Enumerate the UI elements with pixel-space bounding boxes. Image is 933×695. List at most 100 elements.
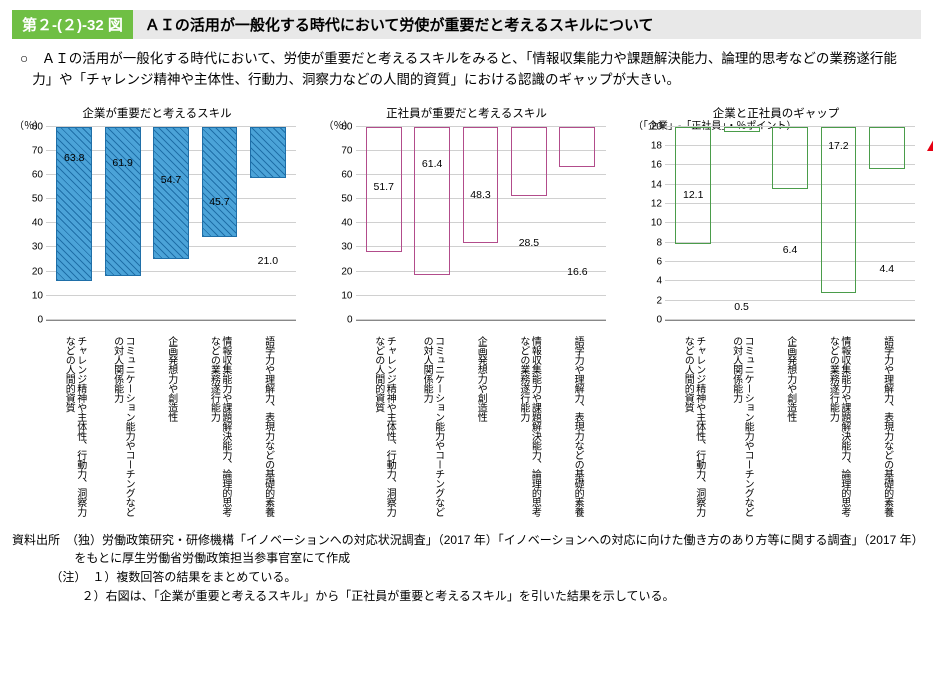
ytick-label: 0 (37, 314, 46, 325)
bar-rect (675, 127, 711, 244)
bars-wrap: 12.1 0.5 6.4 17.2 4.4 (665, 127, 915, 320)
bar-value-label: 21.0 (258, 255, 278, 267)
chart-title: 企業が重要だと考えるスキル (12, 105, 302, 121)
bar-rect (724, 127, 760, 132)
summary-text: ○ ＡＩの活用が一般化する時代において、労使が重要だと考えるスキルをみると、「情… (16, 49, 917, 91)
bar-rect (202, 127, 238, 237)
ytick-label: 40 (341, 218, 355, 229)
xlabel: コミュニケーション能力やコーチングなどの対人関係能力 (717, 333, 765, 523)
footer: 資料出所 （独）労働政策研究・研修機構「イノベーションへの対応状況調査」（201… (12, 531, 921, 605)
xlabel: 企画発想力や創造性 (147, 333, 195, 523)
footer-source: 資料出所 （独）労働政策研究・研修機構「イノベーションへの対応状況調査」（201… (12, 531, 921, 568)
ytick-label: 40 (32, 218, 46, 229)
ytick-label: 16 (651, 160, 665, 171)
chart-0: 企業が重要だと考えるスキル（％）0102030405060708063.861.… (12, 105, 302, 523)
xlabel: コミュニケーション能力やコーチングなどの対人関係能力 (408, 333, 456, 523)
bar-rect (511, 127, 547, 196)
xlabel: コミュニケーション能力やコーチングなどの対人関係能力 (98, 333, 146, 523)
bar-slot: 28.5 (505, 127, 553, 320)
bar-rect (414, 127, 450, 275)
ytick-label: 20 (651, 121, 665, 132)
ytick-label: 20 (32, 266, 46, 277)
ytick-label: 70 (32, 145, 46, 156)
xlabel: 企画発想力や創造性 (456, 333, 504, 523)
footer-note-1: （注） １）複数回答の結果をまとめている。 (12, 568, 921, 587)
bar-slot: 21.0 (244, 127, 292, 320)
xlabel: 情報収集能力や課題解決能力、論理的思考などの業務遂行能力 (505, 333, 553, 523)
bar-rect (250, 127, 286, 178)
bar-slot: 48.3 (456, 127, 504, 320)
ytick-label: 4 (656, 276, 665, 287)
bars-wrap: 63.861.9 54.7 45.7 21.0 (46, 127, 296, 320)
chart-1: 正社員が重要だと考えるスキル（％）0102030405060708051.761… (322, 105, 612, 523)
chart-canvas: （「企業」-「正社員」・％ポイント）0246810121416182012.10… (631, 123, 921, 333)
ytick-label: 0 (656, 314, 665, 325)
bar-slot: 61.4 (408, 127, 456, 320)
xlabel: 企画発想力や創造性 (766, 333, 814, 523)
arrow-head-icon (927, 137, 933, 151)
ytick-label: 60 (32, 170, 46, 181)
bar-slot: 0.5 (717, 127, 765, 320)
bar-value-label: 6.4 (783, 244, 798, 256)
plot-area: 0246810121416182012.10.56.417.24.4 (665, 127, 915, 321)
bar-value-label: 54.7 (161, 174, 181, 186)
bar-rect (153, 127, 189, 259)
chart-canvas: （％）0102030405060708063.861.954.745.721.0 (12, 123, 302, 333)
ytick-label: 6 (656, 256, 665, 267)
ytick-label: 80 (32, 121, 46, 132)
ytick-label: 20 (341, 266, 355, 277)
bars-wrap: 51.7 61.4 48.3 28.5 16.6 (356, 127, 606, 320)
bar-value-label: 4.4 (880, 263, 895, 275)
bar-slot: 51.7 (360, 127, 408, 320)
bar-value-label: 28.5 (519, 237, 539, 249)
bar-rect (772, 127, 808, 189)
bar-rect (869, 127, 905, 169)
bar-slot: 45.7 (195, 127, 243, 320)
ytick-label: 0 (347, 314, 356, 325)
bar-slot: 61.9 (98, 127, 146, 320)
ytick-label: 70 (341, 145, 355, 156)
bar-rect (463, 127, 499, 244)
bar-value-label: 12.1 (683, 189, 703, 201)
xlabel: 語学力や理解力、表現力などの基礎的素養 (863, 333, 911, 523)
ytick-label: 14 (651, 179, 665, 190)
bar-value-label: 0.5 (734, 301, 749, 313)
plot-area: 0102030405060708051.761.448.328.516.6 (356, 127, 606, 321)
chart-canvas: （％）0102030405060708051.761.448.328.516.6 (322, 123, 612, 333)
ytick-label: 18 (651, 141, 665, 152)
plot-area: 0102030405060708063.861.954.745.721.0 (46, 127, 296, 321)
chart-2: 企業と正社員のギャップ（「企業」-「正社員」・％ポイント）02468101214… (631, 105, 921, 523)
xlabels-row: チャレンジ精神や主体性、行動力、洞察力などの人間的資質コミュニケーション能力やコ… (356, 333, 606, 523)
ytick-label: 10 (32, 290, 46, 301)
ytick-label: 2 (656, 295, 665, 306)
bar-rect (56, 127, 92, 281)
ytick-label: 30 (341, 242, 355, 253)
ytick-label: 80 (341, 121, 355, 132)
ytick-label: 60 (341, 170, 355, 181)
charts-row: 企業が重要だと考えるスキル（％）0102030405060708063.861.… (12, 105, 921, 523)
bar-slot: 54.7 (147, 127, 195, 320)
ytick-label: 8 (656, 237, 665, 248)
ytick-label: 30 (32, 242, 46, 253)
xlabel: 語学力や理解力、表現力などの基礎的素養 (553, 333, 601, 523)
bar-slot: 17.2 (814, 127, 862, 320)
ytick-label: 10 (341, 290, 355, 301)
bar-slot: 4.4 (863, 127, 911, 320)
bar-value-label: 51.7 (373, 181, 393, 193)
xlabels-row: チャレンジ精神や主体性、行動力、洞察力などの人間的資質コミュニケーション能力やコ… (665, 333, 915, 523)
emphasis-arrow (927, 137, 933, 323)
figure-title: ＡＩの活用が一般化する時代において労使が重要だと考えるスキルについて (133, 10, 921, 39)
ytick-label: 50 (341, 194, 355, 205)
bar-slot: 16.6 (553, 127, 601, 320)
bar-value-label: 16.6 (567, 266, 587, 278)
bar-slot: 63.8 (50, 127, 98, 320)
ytick-label: 10 (651, 218, 665, 229)
xlabel: チャレンジ精神や主体性、行動力、洞察力などの人間的資質 (669, 333, 717, 523)
bar-value-label: 48.3 (470, 189, 490, 201)
xlabel: 語学力や理解力、表現力などの基礎的素養 (244, 333, 292, 523)
bar-slot: 12.1 (669, 127, 717, 320)
bar-slot: 6.4 (766, 127, 814, 320)
chart-title: 正社員が重要だと考えるスキル (322, 105, 612, 121)
bar-rect (559, 127, 595, 167)
xlabels-row: チャレンジ精神や主体性、行動力、洞察力などの人間的資質コミュニケーション能力やコ… (46, 333, 296, 523)
